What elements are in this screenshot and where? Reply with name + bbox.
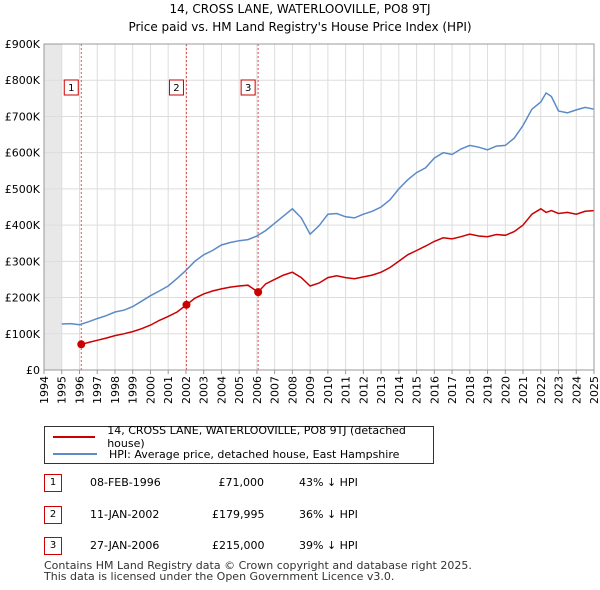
- sale-price: £215,000: [212, 539, 265, 552]
- x-tick-label: 2011: [340, 376, 353, 404]
- x-tick-label: 1995: [56, 376, 69, 404]
- y-tick-label: £400K: [5, 219, 41, 232]
- legend-label-hpi: HPI: Average price, detached house, East…: [109, 447, 400, 461]
- sale-number-badge: 2: [44, 506, 62, 524]
- footer-line-2: This data is licensed under the Open Gov…: [44, 570, 395, 583]
- legend-swatch-hpi: [53, 453, 97, 455]
- property-price-line: [81, 207, 595, 346]
- x-tick-label: 2021: [517, 376, 530, 404]
- x-tick-label: 2024: [570, 376, 583, 404]
- sale-date: 11-JAN-2002: [90, 508, 160, 521]
- legend-swatch-property: [53, 436, 96, 438]
- y-tick-label: £300K: [5, 255, 41, 268]
- chart-title: 14, CROSS LANE, WATERLOOVILLE, PO8 9TJ: [169, 2, 430, 16]
- sale-badge: [240, 79, 256, 96]
- sale-dot: [182, 300, 191, 309]
- sale-badge: [63, 79, 79, 96]
- x-tick-label: 1996: [73, 376, 86, 404]
- x-tick-label: 2018: [464, 376, 477, 404]
- sale-hpi-diff: 36% ↓ HPI: [299, 508, 358, 521]
- footer-attribution: Contains HM Land Registry data © Crown c…: [44, 560, 472, 582]
- sale-badge-label: 2: [173, 83, 179, 94]
- sale-hpi-diff: 39% ↓ HPI: [299, 539, 358, 552]
- x-tick-label: 2013: [375, 376, 388, 404]
- x-tick-label: 1994: [38, 376, 51, 404]
- sale-price: £179,995: [212, 508, 265, 521]
- x-tick-label: 2016: [428, 376, 441, 404]
- x-tick-label: 2009: [304, 376, 317, 404]
- x-tick-label: 2019: [482, 376, 495, 404]
- legend-label-property: 14, CROSS LANE, WATERLOOVILLE, PO8 9TJ (…: [107, 424, 406, 450]
- price-chart: 14, CROSS LANE, WATERLOOVILLE, PO8 9TJ P…: [5, 2, 600, 404]
- sale-badge-label: 1: [68, 83, 74, 94]
- x-tick-label: 2008: [286, 376, 299, 404]
- x-tick-label: 1999: [127, 376, 140, 404]
- table-row: 3 27-JAN-2006 £215,000 39% ↓ HPI: [44, 537, 524, 557]
- sale-badge: [168, 79, 184, 96]
- x-tick-label: 1998: [109, 376, 122, 404]
- sale-number-badge: 1: [44, 474, 62, 492]
- x-tick-label: 1997: [91, 376, 104, 404]
- x-tick-label: 2025: [588, 376, 600, 404]
- y-tick-label: £900K: [5, 38, 41, 51]
- plot-border: [43, 43, 595, 371]
- y-tick-label: £800K: [5, 74, 41, 87]
- chart-legend: 14, CROSS LANE, WATERLOOVILLE, PO8 9TJ (…: [44, 424, 434, 464]
- legend-item-property: 14, CROSS LANE, WATERLOOVILLE, PO8 9TJ (…: [53, 424, 433, 450]
- sale-dot: [77, 340, 86, 349]
- table-row: 2 11-JAN-2002 £179,995 36% ↓ HPI: [44, 506, 524, 526]
- y-tick-label: £500K: [5, 183, 41, 196]
- x-tick-label: 2000: [144, 376, 157, 404]
- sale-date: 08-FEB-1996: [90, 476, 161, 489]
- x-tick-label: 2010: [322, 376, 335, 404]
- sale-price: £71,000: [218, 476, 265, 489]
- x-tick-label: 2012: [357, 376, 370, 404]
- plot-area: [44, 44, 594, 370]
- table-row: 1 08-FEB-1996 £71,000 43% ↓ HPI: [44, 474, 524, 494]
- x-tick-label: 2006: [251, 376, 264, 404]
- x-tick-label: 2017: [446, 376, 459, 404]
- sale-date: 27-JAN-2006: [90, 539, 160, 552]
- footer-line-1: Contains HM Land Registry data © Crown c…: [44, 559, 472, 572]
- legend-item-hpi: HPI: Average price, detached house, East…: [53, 446, 399, 462]
- x-tick-label: 2004: [215, 376, 228, 404]
- chart-subtitle: Price paid vs. HM Land Registry's House …: [128, 20, 471, 34]
- sale-dot: [254, 288, 263, 297]
- y-tick-label: £600K: [5, 147, 41, 160]
- sale-badge-label: 3: [245, 83, 251, 94]
- y-tick-label: £700K: [5, 110, 41, 123]
- x-tick-label: 2015: [411, 376, 424, 404]
- x-tick-label: 2007: [269, 376, 282, 404]
- x-tick-label: 2003: [198, 376, 211, 404]
- y-tick-label: £200K: [5, 292, 41, 305]
- x-tick-label: 2002: [180, 376, 193, 404]
- pre-data-region: [44, 44, 62, 370]
- sale-hpi-diff: 43% ↓ HPI: [299, 476, 358, 489]
- sale-number-badge: 3: [44, 537, 62, 555]
- x-tick-label: 2020: [499, 376, 512, 404]
- x-tick-label: 2001: [162, 376, 175, 404]
- x-tick-label: 2022: [535, 376, 548, 404]
- x-tick-label: 2023: [553, 376, 566, 404]
- x-tick-label: 2014: [393, 376, 406, 404]
- hpi-line: [61, 91, 595, 326]
- y-tick-label: £100K: [5, 328, 41, 341]
- x-tick-label: 2005: [233, 376, 246, 404]
- y-tick-label: £0: [26, 364, 40, 377]
